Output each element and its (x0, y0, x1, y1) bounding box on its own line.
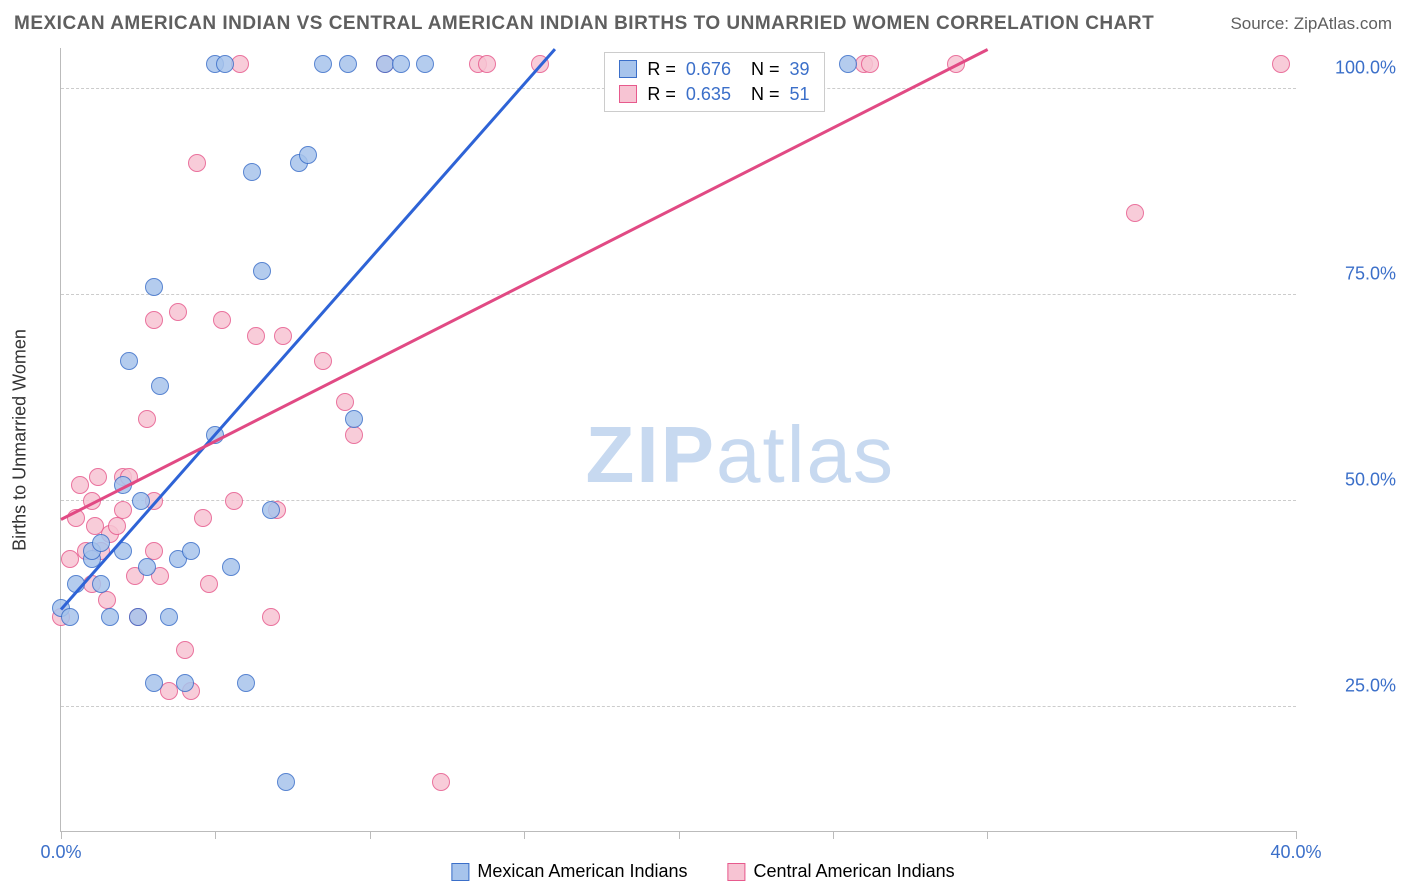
plot-area: ZIPatlas25.0%50.0%75.0%100.0%0.0%40.0% R… (60, 48, 1296, 832)
data-point (243, 163, 261, 181)
y-tick-label: 75.0% (1306, 264, 1396, 285)
gridline-h (61, 294, 1296, 295)
data-point (145, 311, 163, 329)
data-point (416, 55, 434, 73)
legend-n-value: 51 (789, 84, 809, 105)
legend-swatch (619, 85, 637, 103)
data-point (92, 534, 110, 552)
x-tick (215, 831, 216, 839)
legend-r-value: 0.676 (686, 59, 731, 80)
y-tick-label: 25.0% (1306, 676, 1396, 697)
data-point (247, 327, 265, 345)
x-tick (370, 831, 371, 839)
data-point (277, 773, 295, 791)
legend-bottom: Mexican American Indians Central America… (451, 861, 954, 882)
x-tick (679, 831, 680, 839)
trend-line (60, 49, 556, 611)
x-tick (987, 831, 988, 839)
legend-n-label: N = (751, 59, 780, 80)
correlation-legend: R = 0.676 N = 39 R = 0.635 N = 51 (604, 52, 824, 112)
data-point (176, 674, 194, 692)
source-attribution: Source: ZipAtlas.com (1230, 14, 1392, 34)
data-point (253, 262, 271, 280)
data-point (839, 55, 857, 73)
data-point (231, 55, 249, 73)
data-point (151, 377, 169, 395)
x-tick-label: 0.0% (40, 842, 81, 863)
x-tick (1296, 831, 1297, 839)
legend-label: Central American Indians (754, 861, 955, 882)
data-point (145, 278, 163, 296)
data-point (71, 476, 89, 494)
data-point (61, 608, 79, 626)
data-point (213, 311, 231, 329)
data-point (274, 327, 292, 345)
data-point (89, 468, 107, 486)
data-point (1126, 204, 1144, 222)
x-tick (524, 831, 525, 839)
legend-swatch (451, 863, 469, 881)
data-point (92, 575, 110, 593)
data-point (336, 393, 354, 411)
trend-line (60, 48, 988, 520)
data-point (237, 674, 255, 692)
x-tick (61, 831, 62, 839)
data-point (1272, 55, 1290, 73)
legend-r-value: 0.635 (686, 84, 731, 105)
correlation-legend-row: R = 0.635 N = 51 (605, 82, 823, 107)
data-point (225, 492, 243, 510)
data-point (314, 55, 332, 73)
legend-n-value: 39 (789, 59, 809, 80)
y-axis-label: Births to Unmarried Women (10, 329, 31, 551)
data-point (222, 558, 240, 576)
legend-item: Mexican American Indians (451, 861, 687, 882)
data-point (194, 509, 212, 527)
data-point (262, 608, 280, 626)
data-point (299, 146, 317, 164)
data-point (145, 674, 163, 692)
data-point (345, 426, 363, 444)
data-point (176, 641, 194, 659)
legend-swatch (728, 863, 746, 881)
x-tick (833, 831, 834, 839)
data-point (339, 55, 357, 73)
legend-item: Central American Indians (728, 861, 955, 882)
data-point (129, 608, 147, 626)
correlation-legend-row: R = 0.676 N = 39 (605, 57, 823, 82)
data-point (145, 542, 163, 560)
data-point (188, 154, 206, 172)
data-point (120, 352, 138, 370)
legend-label: Mexican American Indians (477, 861, 687, 882)
data-point (98, 591, 116, 609)
gridline-h (61, 706, 1296, 707)
data-point (200, 575, 218, 593)
data-point (392, 55, 410, 73)
data-point (345, 410, 363, 428)
data-point (114, 501, 132, 519)
data-point (314, 352, 332, 370)
data-point (262, 501, 280, 519)
data-point (101, 608, 119, 626)
legend-r-label: R = (647, 59, 676, 80)
data-point (169, 303, 187, 321)
y-tick-label: 50.0% (1306, 470, 1396, 491)
watermark: ZIPatlas (586, 409, 895, 501)
data-point (160, 608, 178, 626)
legend-r-label: R = (647, 84, 676, 105)
y-tick-label: 100.0% (1306, 58, 1396, 79)
legend-swatch (619, 60, 637, 78)
data-point (108, 517, 126, 535)
chart-title: MEXICAN AMERICAN INDIAN VS CENTRAL AMERI… (14, 13, 1154, 35)
data-point (478, 55, 496, 73)
data-point (216, 55, 234, 73)
data-point (861, 55, 879, 73)
data-point (182, 542, 200, 560)
data-point (138, 410, 156, 428)
x-tick-label: 40.0% (1270, 842, 1321, 863)
gridline-h (61, 500, 1296, 501)
legend-n-label: N = (751, 84, 780, 105)
data-point (432, 773, 450, 791)
data-point (138, 558, 156, 576)
